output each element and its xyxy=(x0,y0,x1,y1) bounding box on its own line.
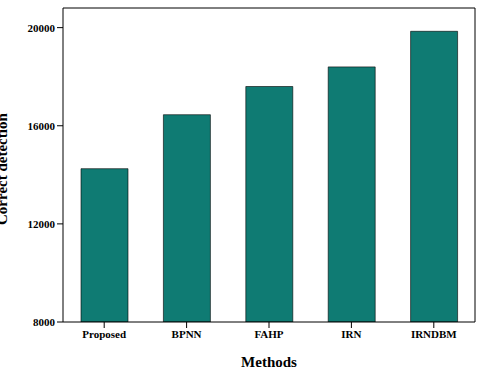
svg-text:20000: 20000 xyxy=(28,22,56,34)
svg-text:16000: 16000 xyxy=(28,120,56,132)
svg-text:12000: 12000 xyxy=(28,218,56,230)
svg-text:IRN: IRN xyxy=(341,328,361,340)
svg-text:Methods: Methods xyxy=(241,354,297,370)
svg-text:Proposed: Proposed xyxy=(82,328,126,340)
svg-text:IRNDBM: IRNDBM xyxy=(411,328,457,340)
svg-text:BPNN: BPNN xyxy=(172,328,202,340)
svg-text:8000: 8000 xyxy=(33,316,56,328)
svg-text:FAHP: FAHP xyxy=(254,328,283,340)
svg-text:Correct detection: Correct detection xyxy=(8,113,10,225)
